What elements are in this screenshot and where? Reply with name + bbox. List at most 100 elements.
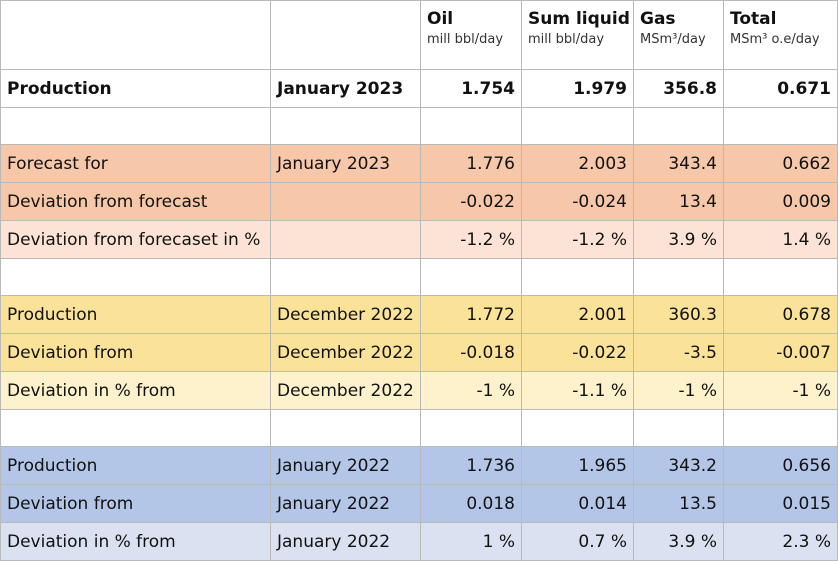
header-cell-empty (270, 0, 421, 70)
header-row: Oil mill bbl/day Sum liquid mill bbl/day… (0, 0, 838, 70)
gas-value: 3.9 % (633, 220, 724, 259)
row-label: Production (0, 446, 271, 485)
gas-value: -1 % (633, 371, 724, 410)
oil-value: 0.018 (420, 484, 522, 523)
total-value (723, 258, 838, 296)
row-label: Forecast for (0, 144, 271, 183)
sum-liquid-value: 0.014 (521, 484, 634, 523)
sum-liquid-value: -1.1 % (521, 371, 634, 410)
gas-value (633, 409, 724, 447)
gas-value: 13.5 (633, 484, 724, 523)
gas-value: -3.5 (633, 333, 724, 372)
row-period (270, 258, 421, 296)
row-period (270, 182, 421, 221)
header-cell-sum-liquid: Sum liquid mill bbl/day (521, 0, 634, 70)
table-row-production-current: Production January 2023 1.754 1.979 356.… (0, 69, 838, 108)
oil-value (420, 409, 522, 447)
row-period: January 2022 (270, 484, 421, 523)
table-row-deviation-percent-december-2022: Deviation in % from December 2022 -1 % -… (0, 371, 838, 410)
row-label: Deviation from (0, 333, 271, 372)
oil-value: 1.776 (420, 144, 522, 183)
total-value: 0.671 (723, 69, 838, 108)
sum-liquid-value: -1.2 % (521, 220, 634, 259)
table-row-deviation-from-december-2022: Deviation from December 2022 -0.018 -0.0… (0, 333, 838, 372)
spacer-row (0, 107, 838, 145)
oil-value: -0.018 (420, 333, 522, 372)
row-label (0, 258, 271, 296)
column-title-oil: Oil (427, 9, 454, 29)
sum-liquid-value: 1.979 (521, 69, 634, 108)
gas-value: 343.2 (633, 446, 724, 485)
column-title-sum-liquid: Sum liquid (528, 9, 630, 29)
header-cell-gas: Gas MSm³/day (633, 0, 724, 70)
row-period: December 2022 (270, 371, 421, 410)
row-period (270, 220, 421, 259)
table-row-forecast: Forecast for January 2023 1.776 2.003 34… (0, 144, 838, 183)
column-unit-sum-liquid: mill bbl/day (528, 32, 605, 47)
row-label: Deviation in % from (0, 371, 271, 410)
sum-liquid-value: 2.003 (521, 144, 634, 183)
row-label: Production (0, 69, 271, 108)
row-period (270, 409, 421, 447)
total-value: 2.3 % (723, 522, 838, 561)
total-value: 0.015 (723, 484, 838, 523)
total-value (723, 409, 838, 447)
table-row-production-december-2022: Production December 2022 1.772 2.001 360… (0, 295, 838, 334)
total-value: 1.4 % (723, 220, 838, 259)
row-label: Deviation from forecaset in % (0, 220, 271, 259)
table-row-deviation-from-forecast-percent: Deviation from forecaset in % -1.2 % -1.… (0, 220, 838, 259)
row-label: Deviation from forecast (0, 182, 271, 221)
row-period: January 2022 (270, 522, 421, 561)
table-row-deviation-percent-january-2022: Deviation in % from January 2022 1 % 0.7… (0, 522, 838, 561)
header-cell-oil: Oil mill bbl/day (420, 0, 522, 70)
sum-liquid-value (521, 409, 634, 447)
sum-liquid-value: 1.965 (521, 446, 634, 485)
row-period: December 2022 (270, 333, 421, 372)
sum-liquid-value: -0.024 (521, 182, 634, 221)
table-row-deviation-from-january-2022: Deviation from January 2022 0.018 0.014 … (0, 484, 838, 523)
column-unit-oil: mill bbl/day (427, 32, 504, 47)
total-value: -1 % (723, 371, 838, 410)
oil-value: -1.2 % (420, 220, 522, 259)
column-title-total: Total (730, 9, 777, 29)
column-unit-gas: MSm³/day (640, 32, 706, 47)
header-cell-empty (0, 0, 271, 70)
sum-liquid-value: 2.001 (521, 295, 634, 334)
column-title-gas: Gas (640, 9, 676, 29)
gas-value (633, 258, 724, 296)
sum-liquid-value: 0.7 % (521, 522, 634, 561)
gas-value: 3.9 % (633, 522, 724, 561)
row-label (0, 409, 271, 447)
sum-liquid-value (521, 107, 634, 145)
gas-value: 356.8 (633, 69, 724, 108)
total-value: 0.009 (723, 182, 838, 221)
oil-value (420, 107, 522, 145)
row-period: January 2023 (270, 144, 421, 183)
sum-liquid-value: -0.022 (521, 333, 634, 372)
table-row-production-january-2022: Production January 2022 1.736 1.965 343.… (0, 446, 838, 485)
oil-value (420, 258, 522, 296)
total-value: 0.656 (723, 446, 838, 485)
row-period (270, 107, 421, 145)
oil-value: -1 % (420, 371, 522, 410)
oil-value: 1.754 (420, 69, 522, 108)
gas-value: 13.4 (633, 182, 724, 221)
oil-value: -0.022 (420, 182, 522, 221)
oil-value: 1 % (420, 522, 522, 561)
row-label: Deviation in % from (0, 522, 271, 561)
gas-value: 360.3 (633, 295, 724, 334)
total-value: -0.007 (723, 333, 838, 372)
oil-value: 1.772 (420, 295, 522, 334)
row-period: January 2022 (270, 446, 421, 485)
total-value: 0.662 (723, 144, 838, 183)
sum-liquid-value (521, 258, 634, 296)
spacer-row (0, 258, 838, 296)
column-unit-total: MSm³ o.e/day (730, 32, 820, 47)
row-label: Production (0, 295, 271, 334)
spacer-row (0, 409, 838, 447)
row-period: January 2023 (270, 69, 421, 108)
header-cell-total: Total MSm³ o.e/day (723, 0, 838, 70)
row-period: December 2022 (270, 295, 421, 334)
table-row-deviation-from-forecast: Deviation from forecast -0.022 -0.024 13… (0, 182, 838, 221)
